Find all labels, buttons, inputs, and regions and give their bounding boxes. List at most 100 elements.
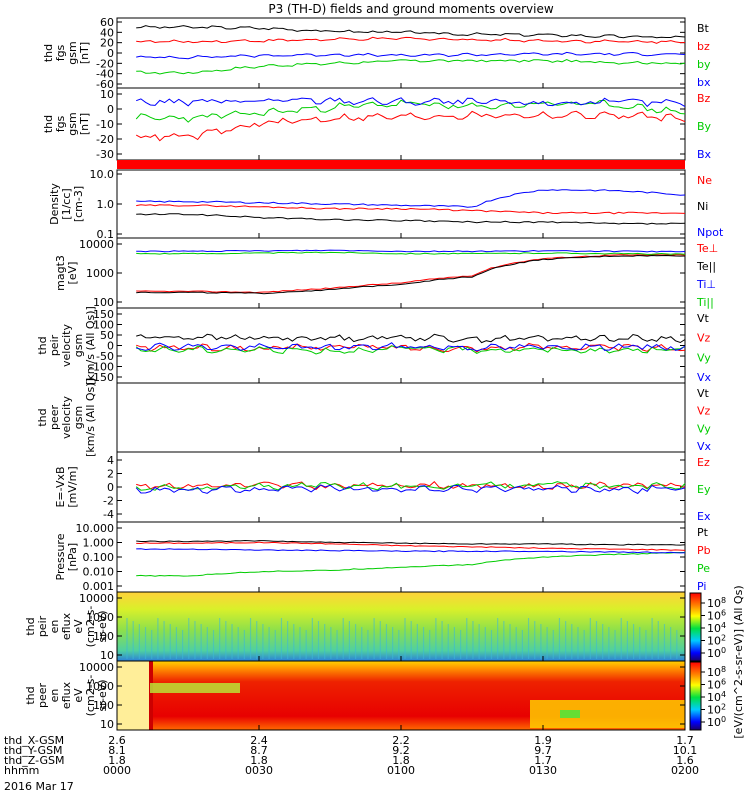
series-Te|| [136, 254, 686, 295]
legend-By: By [697, 120, 712, 133]
legend-Vt: Vt [697, 312, 710, 325]
y-axis-label: [km/s (All Qs)] [84, 306, 97, 385]
panel-pressure: 10.000 1.0000.100 0.0100.001 Pressure [nPa] P… [54, 521, 711, 593]
series-Pi [136, 548, 686, 554]
legend-Ti⊥: Ti⊥ [696, 278, 716, 291]
legend-Vx: Vx [697, 371, 712, 384]
series-Bt [136, 25, 686, 39]
colorbar-tick-label: 106 [707, 678, 726, 692]
footer-value: 0200 [671, 764, 699, 777]
y-tick-label: 1.0 [97, 198, 115, 211]
series-Bz [135, 110, 686, 142]
series-Vt [136, 333, 686, 344]
y-axis-label: eV [72, 619, 85, 634]
legend-Pt: Pt [697, 526, 709, 539]
panel-fgs-dsl: 10 0 -10 -20 -30 thd fgs gsm [nT] Bz By Bx [42, 87, 712, 161]
y-axis-label: peir [36, 615, 49, 637]
y-tick-label: 100 [93, 296, 114, 309]
series-bx [136, 51, 686, 60]
colorbar-tick-label: 100 [707, 646, 726, 660]
y-tick-label: -60 [96, 78, 114, 91]
y-tick-label: -150 [89, 371, 114, 384]
legend-Bx: Bx [697, 148, 712, 161]
colorbar-tick-label: 100 [707, 715, 726, 729]
legend-Ne: Ne [697, 174, 712, 187]
footer-value: 0130 [529, 764, 557, 777]
y-tick-label: 10 [100, 718, 114, 731]
y-tick-label: 10000 [79, 592, 114, 605]
y-tick-label: 10.000 [76, 522, 115, 535]
footer-value: 0030 [245, 764, 273, 777]
y-tick-label: 0 [107, 340, 114, 353]
footer-row-label: thd_X-GSM [4, 734, 64, 747]
series-Ti⊥ [136, 249, 686, 253]
y-axis-label: [mV/m] [66, 466, 79, 507]
legend-bz: bz [697, 40, 710, 53]
footer-value: 10.1 [673, 744, 698, 757]
panel-frame [116, 169, 686, 239]
legend-Vy: Vy [697, 351, 711, 364]
y-axis-label: [cm-3] [72, 186, 85, 222]
y-tick-label: -10 [96, 118, 114, 131]
y-axis-label: fgs [54, 115, 67, 132]
legend-Ex: Ex [697, 510, 711, 523]
y-axis-label: eV [72, 688, 85, 703]
series-by [136, 59, 686, 75]
y-tick-label: 10 [100, 88, 114, 101]
legend-Npot: Npot [697, 226, 724, 239]
series-Npot [136, 189, 686, 208]
colorbar-lower [689, 661, 702, 731]
y-tick-label: 10.0 [90, 168, 115, 181]
footer-row-label: hhmm [4, 764, 39, 777]
y-axis-label: peer [36, 683, 49, 709]
y-tick-label: 0.010 [83, 566, 115, 579]
y-tick-label: 1000 [86, 680, 114, 693]
panel-peer-eflux: 10000 1000 100 10 thd peer en eflux eV (cm2-s-sr-… [24, 660, 686, 731]
series-Vx [136, 342, 686, 352]
series-Pb [136, 541, 686, 551]
panel-peir-eflux: 10000 1000 100 10 thd peir en eflux eV (cm2-s-sr-… [24, 591, 686, 662]
series-Ti|| [136, 251, 686, 255]
y-axis-label: velocity [60, 324, 73, 367]
footer-value: 0100 [387, 764, 415, 777]
colorbar-tick-label: 108 [707, 596, 726, 610]
y-tick-label: 100 [93, 319, 114, 332]
y-axis-label: magt3 [54, 255, 67, 291]
y-axis-label: sr-eV) [96, 679, 109, 711]
y-tick-label: 0 [107, 47, 114, 60]
footer-value: 8.7 [250, 744, 268, 757]
series-Vy [135, 345, 686, 355]
ion-spectrogram [117, 592, 685, 661]
series-Ey [135, 481, 686, 491]
panel-frame [116, 87, 686, 161]
legend-Te||: Te|| [696, 260, 716, 273]
electron-spectrogram-band [530, 700, 685, 728]
y-axis-label: en [48, 620, 61, 634]
legend-Vt: Vt [697, 387, 710, 400]
flag-bar [117, 160, 685, 169]
y-tick-label: 4 [107, 454, 114, 467]
footer-value: 1.8 [250, 754, 268, 767]
footer-row-label: thd_Y-GSM [4, 744, 63, 757]
legend-bx: bx [697, 76, 711, 89]
panel-frame [116, 521, 686, 593]
footer-value: 1.7 [534, 754, 552, 767]
y-tick-label: 50 [100, 329, 114, 342]
footer-value: 1.8 [108, 754, 126, 767]
y-tick-label: 0 [107, 103, 114, 116]
y-tick-label: -100 [89, 361, 114, 374]
y-axis-label: velocity [60, 396, 73, 439]
y-tick-label: -20 [96, 57, 114, 70]
legend-Te⊥: Te⊥ [696, 242, 718, 255]
y-axis-label: sr-eV) [96, 610, 109, 642]
y-axis-label: fgs [54, 44, 67, 61]
footer-value: 1.8 [392, 754, 410, 767]
series-bz [136, 36, 686, 44]
y-axis-label: peer [48, 405, 61, 431]
footer: thd_X-GSMthd_Y-GSMthd_Z-GSMhhmm2.68.11.8… [4, 734, 699, 777]
footer-value: 2.2 [392, 734, 410, 747]
y-tick-label: 10 [100, 649, 114, 662]
footer-row-label: thd_Z-GSM [4, 754, 64, 767]
footer-value: 1.9 [534, 734, 552, 747]
